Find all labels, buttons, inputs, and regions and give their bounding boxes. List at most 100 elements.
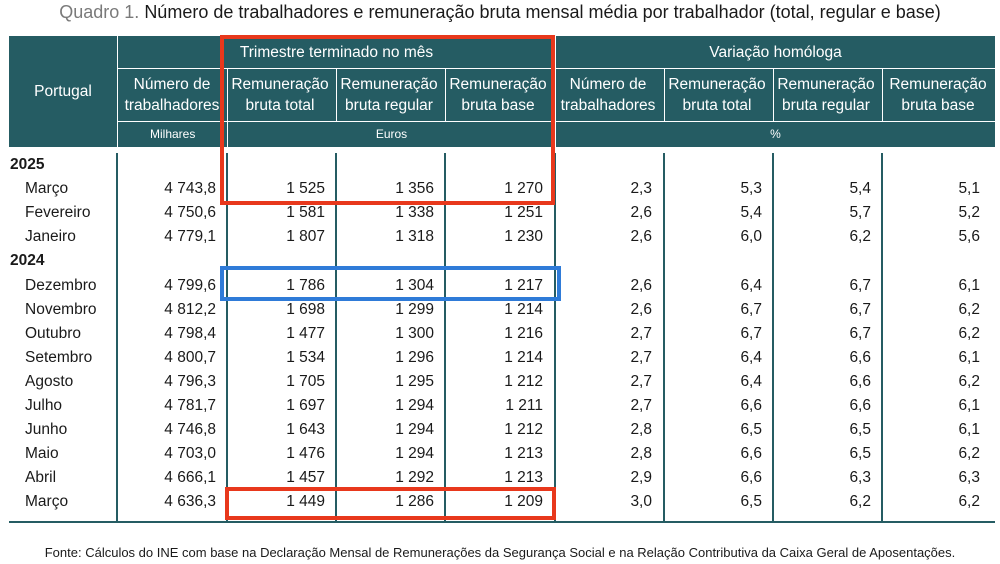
table-cell: 5,6 [958, 228, 980, 246]
table-cell: 6,7 [740, 300, 762, 318]
table-cell: 6,6 [740, 469, 762, 487]
table-bottom-rule [9, 521, 995, 523]
header-group-trimestre: Trimestre terminado no mês [239, 43, 434, 61]
row-label: Outubro [25, 324, 82, 342]
year-label: 2025 [10, 156, 45, 173]
row-label: Julho [25, 397, 63, 414]
table-cell: 1 294 [395, 445, 434, 463]
table-cell: 1 476 [286, 445, 325, 463]
table-cell: 6,6 [740, 397, 762, 414]
column-line [554, 153, 556, 522]
table-cell: 4 779,1 [164, 228, 216, 246]
table-cell: 4 743,8 [164, 180, 216, 198]
header-col-var-rem-regular: Remuneração bruta regular [777, 76, 875, 114]
table-cell: 4 796,3 [164, 372, 216, 390]
table-row: Setembro 4 800,7 1 534 1 296 1 214 2,7 6,4 6,6 6… [9, 347, 995, 371]
table-cell: 1 216 [504, 324, 543, 342]
header-divider [118, 121, 995, 122]
table-row: Janeiro 4 779,1 1 807 1 318 1 230 2,6 6,0 6,2 5,… [9, 226, 995, 250]
table-cell: 1 212 [504, 421, 543, 439]
table-cell: 1 356 [395, 180, 434, 198]
table-cell: 6,6 [849, 348, 871, 366]
table-cell: 1 786 [286, 276, 325, 294]
table-cell: 5,4 [740, 204, 762, 222]
table-cell: 6,3 [958, 469, 980, 487]
row-label: Maio [25, 445, 59, 463]
header-divider [882, 69, 883, 122]
table-cell: 1 209 [504, 493, 543, 511]
year-label: 2024 [10, 252, 45, 270]
table-cell: 4 781,7 [164, 397, 216, 414]
table-cell: 2,7 [630, 348, 652, 366]
row-label: Abril [25, 469, 57, 487]
table-row: Novembro 4 812,2 1 698 1 299 1 214 2,6 6,7 6,7 6… [9, 299, 995, 323]
table-row: Abril 4 666,1 1 457 1 292 1 213 2,9 6,6 6,3 6,3 [9, 467, 995, 491]
year-row: 2025 [9, 154, 995, 178]
header-col-var-rem-total: Remuneração bruta total [668, 76, 766, 114]
table-cell: 6,1 [958, 276, 980, 294]
unit-percent: % [770, 126, 781, 141]
row-label: Agosto [25, 372, 74, 390]
table-cell: 5,4 [849, 180, 871, 198]
table-cell: 5,3 [740, 180, 762, 198]
title-prefix: Quadro 1. [59, 2, 140, 22]
table-cell: 4 746,8 [164, 421, 216, 439]
year-row: 2024 [9, 250, 995, 274]
table-cell: 6,2 [958, 324, 980, 342]
table-cell: 1 300 [395, 324, 434, 342]
table-cell: 6,5 [740, 493, 762, 511]
table-cell: 6,7 [849, 300, 871, 318]
table-row: Junho 4 746,8 1 643 1 294 1 212 2,8 6,5 6,5 6,1 [9, 419, 995, 443]
table-cell: 6,6 [849, 397, 871, 414]
highlight-box-dezembro [220, 266, 561, 301]
table-cell: 5,2 [958, 204, 980, 222]
header-col-var-rem-base: Remuneração bruta base [889, 76, 987, 114]
table-cell: 1 217 [504, 276, 543, 294]
table-cell: 5,7 [849, 204, 871, 222]
row-label: Janeiro [25, 228, 76, 246]
table-cell: 6,2 [958, 493, 980, 511]
table-cell: 2,6 [630, 204, 652, 222]
table-cell: 4 666,1 [164, 469, 216, 487]
table-cell: 6,0 [740, 228, 762, 246]
column-line [116, 153, 118, 522]
table-cell: 1 296 [395, 348, 434, 366]
table-cell: 6,1 [958, 397, 980, 414]
table-cell: 2,6 [630, 300, 652, 318]
table-cell: 2,3 [630, 180, 652, 198]
table-cell: 1 449 [286, 493, 325, 511]
table-cell: 6,7 [849, 324, 871, 342]
row-label: Março [25, 493, 69, 511]
header-divider [445, 69, 446, 122]
table-cell: 4 703,0 [164, 445, 216, 463]
unit-euros: Euros [375, 126, 408, 141]
column-line [663, 153, 665, 522]
table-cell: 1 292 [395, 469, 434, 487]
table-cell: 2,9 [630, 469, 652, 487]
table-cell: 1 304 [395, 276, 434, 294]
table-cell: 1 214 [504, 300, 543, 318]
source-note: Fonte: Cálculos do INE com base na Decla… [0, 545, 1000, 560]
table-cell: 1 534 [286, 348, 325, 366]
table-header: Portugal Trimestre terminado no mês Vari… [9, 36, 995, 147]
column-line [881, 153, 883, 522]
column-line [772, 153, 774, 522]
table-title: Quadro 1. Número de trabalhadores e remu… [0, 2, 1000, 23]
table-cell: 4 812,2 [164, 300, 216, 318]
table-cell: 6,2 [958, 445, 980, 463]
table-cell: 1 705 [286, 372, 325, 390]
table-cell: 6,1 [958, 348, 980, 366]
table-cell: 1 295 [395, 372, 434, 390]
table-row: Dezembro 4 799,6 1 786 1 304 1 217 2,6 6,4 6,7 6… [9, 275, 995, 299]
table-cell: 6,5 [849, 421, 871, 439]
table-cell: 1 318 [395, 228, 434, 246]
table-cell: 2,7 [630, 397, 652, 414]
header-col-rem-total: Remuneração bruta total [231, 76, 329, 114]
table-cell: 6,1 [958, 421, 980, 439]
column-line [226, 153, 228, 522]
table-cell: 1 525 [286, 180, 325, 198]
header-divider [773, 69, 774, 122]
table-cell: 5,1 [958, 180, 980, 198]
header-col-trabalhadores: Número de trabalhadores [124, 76, 220, 114]
header-divider [117, 36, 118, 147]
